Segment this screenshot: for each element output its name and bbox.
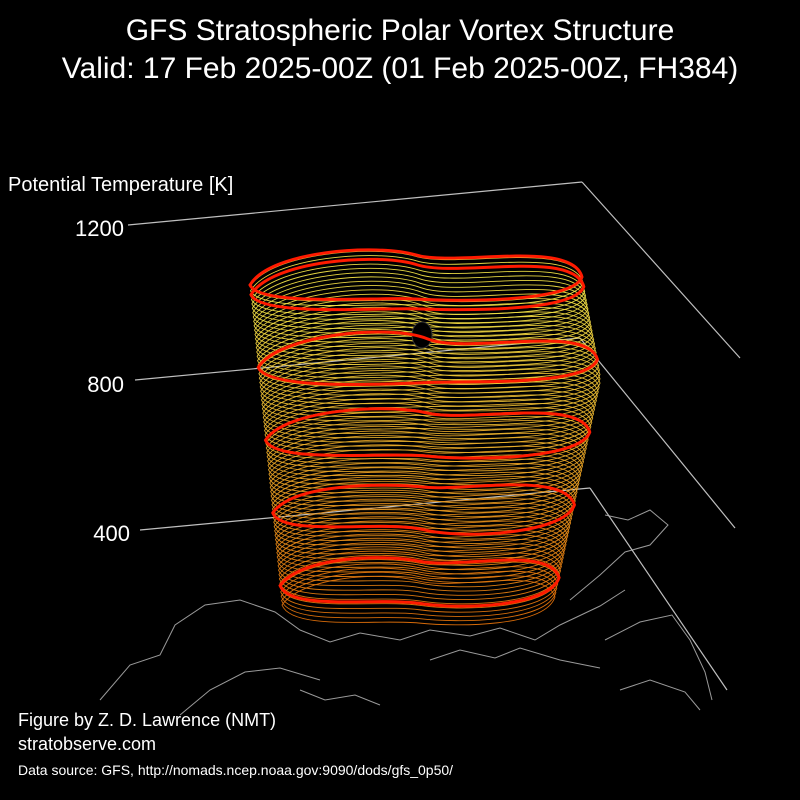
coastline [429,647,601,669]
isosurface-contour [277,537,564,588]
isosurface-contour [254,293,591,348]
isosurface-contour [274,511,570,562]
highlight-contour-1000 [249,257,586,312]
isosurface-contour [258,342,600,396]
isosurface-contour [266,421,588,472]
isosurface-contour [280,563,559,613]
coastline [299,689,381,706]
coastline [359,589,626,641]
z-axis-label: Potential Temperature [K] [8,174,234,196]
isosurface-contour [271,476,577,527]
isosurface-contour [273,498,573,549]
coastline [99,599,361,701]
isosurface-contour [254,302,593,357]
isosurface-contour [260,360,600,413]
isosurface-contour [278,546,562,596]
axis-line [127,181,583,226]
axis-line [134,337,581,381]
chart-subtitle: Valid: 17 Feb 2025-00Z (01 Feb 2025-00Z,… [61,52,739,85]
isosurface-contour [277,533,565,584]
isosurface-contour [262,379,596,430]
coastline [569,509,669,601]
isosurface-contour [255,311,595,365]
isosurface-contour [262,383,596,435]
chart-title: GFS Stratospheric Polar Vortex Structure [125,14,675,47]
isosurface-contour [263,393,594,444]
isosurface-contour [260,365,599,418]
isosurface-contour [280,567,558,617]
isosurface-contour [268,448,583,500]
isosurface-contour [261,374,597,426]
z-tick-label: 800 [87,372,124,397]
data-source: Data source: GFS, http://nomads.ncep.noa… [18,762,454,778]
z-tick-label: 1200 [75,216,124,241]
isosurface-contour [259,347,601,400]
isosurface-contour [278,550,561,601]
isosurface-contour [271,480,576,531]
isosurface-contour [261,370,598,422]
top-rim-contour [248,248,584,302]
isosurface-contour [274,507,571,558]
coastline [619,679,701,711]
figure-credit: Figure by Z. D. Lawrence (NMT) [18,710,277,730]
isosurface-contour [274,502,572,553]
coastline [179,667,321,716]
axis-line [581,181,741,359]
axis-line [139,487,591,531]
isosurface-contour [257,324,597,379]
vortex-isosurface [249,250,601,626]
isosurface-contour [276,529,566,579]
isosurface-contour [251,272,587,325]
isosurface-contour [264,397,593,449]
website-link[interactable]: stratobserve.com [18,734,157,754]
axis-line [579,337,736,529]
isosurface-contour [273,493,573,544]
isosurface-contour [271,471,578,522]
isosurface-contour [263,388,595,440]
isosurface-contour [250,263,586,316]
isosurface-contour [281,571,557,622]
isosurface-contour [259,351,601,405]
isosurface-contour [253,289,591,343]
isosurface-contour [253,285,590,339]
isosurface-contour [256,315,596,370]
isosurface-contour [265,416,589,467]
isosurface-contour [278,542,563,592]
highlight-contour-550 [271,483,577,536]
isosurface-contour [252,276,588,329]
axis-line [589,487,728,691]
highlight-contour-850 [256,330,600,387]
coastline [604,614,713,701]
isosurface-contour [270,467,579,518]
isosurface-contour [251,267,587,320]
isosurface-contour [270,462,580,513]
isosurface-contour [268,444,584,495]
isosurface-contour [267,435,585,486]
isosurface-contour [255,306,594,361]
highlight-contour-700 [263,407,592,460]
isosurface-contour [267,430,586,481]
isosurface-contour [256,320,596,374]
highlight-contour-400 [278,556,561,608]
isosurface-contour [258,338,600,392]
z-tick-label: 400 [93,521,130,546]
isosurface-contour [266,425,587,477]
axis-box [127,181,741,691]
isosurface-contour [275,520,568,571]
highlighted-contours [248,248,600,608]
coastline-map [99,509,713,716]
